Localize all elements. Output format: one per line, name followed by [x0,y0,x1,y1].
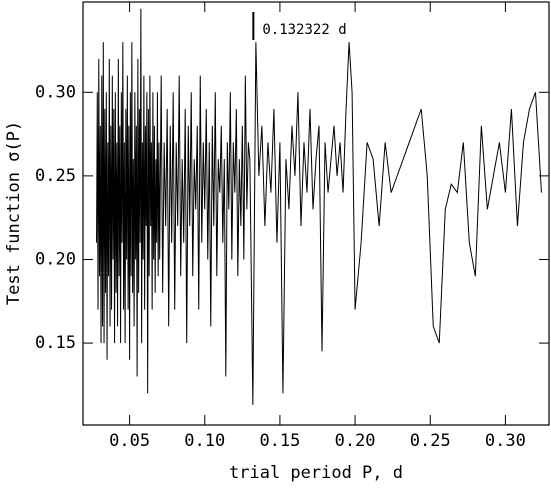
x-tick-label: 0.05 [109,431,150,451]
data-line [96,8,542,405]
x-tick-label: 0.10 [184,431,225,451]
plot-frame [82,1,550,426]
y-tick-label: 0.15 [35,333,76,353]
x-tick-label: 0.30 [485,431,526,451]
x-axis-title: trial period P, d [229,463,403,483]
y-tick-label: 0.30 [35,82,76,102]
y-axis-title: Test function σ(P) [4,121,24,305]
x-tick-label: 0.15 [259,431,300,451]
x-tick-label: 0.25 [410,431,451,451]
y-tick-label: 0.20 [35,249,76,269]
y-tick-label: 0.25 [35,166,76,186]
annotation-label: 0.132322 d [262,22,346,38]
x-tick-label: 0.20 [335,431,376,451]
